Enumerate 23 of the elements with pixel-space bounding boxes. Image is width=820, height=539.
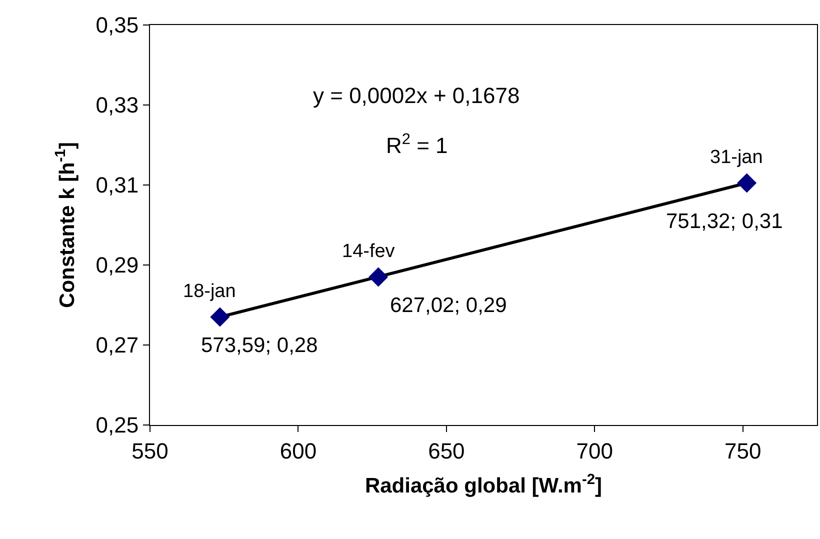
annotation: 14-fev [342, 241, 396, 262]
annotation: R$^{2}$ = 1 [386, 131, 448, 158]
x-tick-label: 700 [576, 438, 614, 464]
y-tick-label: 0,29 [96, 252, 139, 278]
x-tick-label: 600 [280, 438, 317, 464]
y-tick-label: 0,25 [96, 412, 139, 438]
x-tick-label: 550 [132, 438, 168, 464]
data-label: 627,02; 0,29 [390, 294, 507, 317]
annotation: 18-jan [183, 281, 236, 302]
y-tick-label: 0,35 [96, 12, 139, 38]
x-axis-title: Radiação global [W.m$^{-2}$] [364, 472, 602, 498]
y-tick-label: 0,33 [96, 92, 139, 118]
point [210, 307, 230, 327]
point [368, 267, 388, 287]
y-tick-label: 0,31 [96, 172, 139, 198]
data-label: 751,32; 0,31 [666, 210, 783, 233]
annotation: 31-jan [710, 147, 763, 168]
annotation: y = 0,0002x + 0,1678 [313, 83, 520, 108]
x-tick-label: 750 [724, 438, 762, 464]
point [737, 173, 757, 193]
data-label: 573,59; 0,28 [201, 334, 318, 357]
y-tick-label: 0,27 [96, 332, 139, 358]
x-tick-label: 650 [428, 438, 465, 464]
